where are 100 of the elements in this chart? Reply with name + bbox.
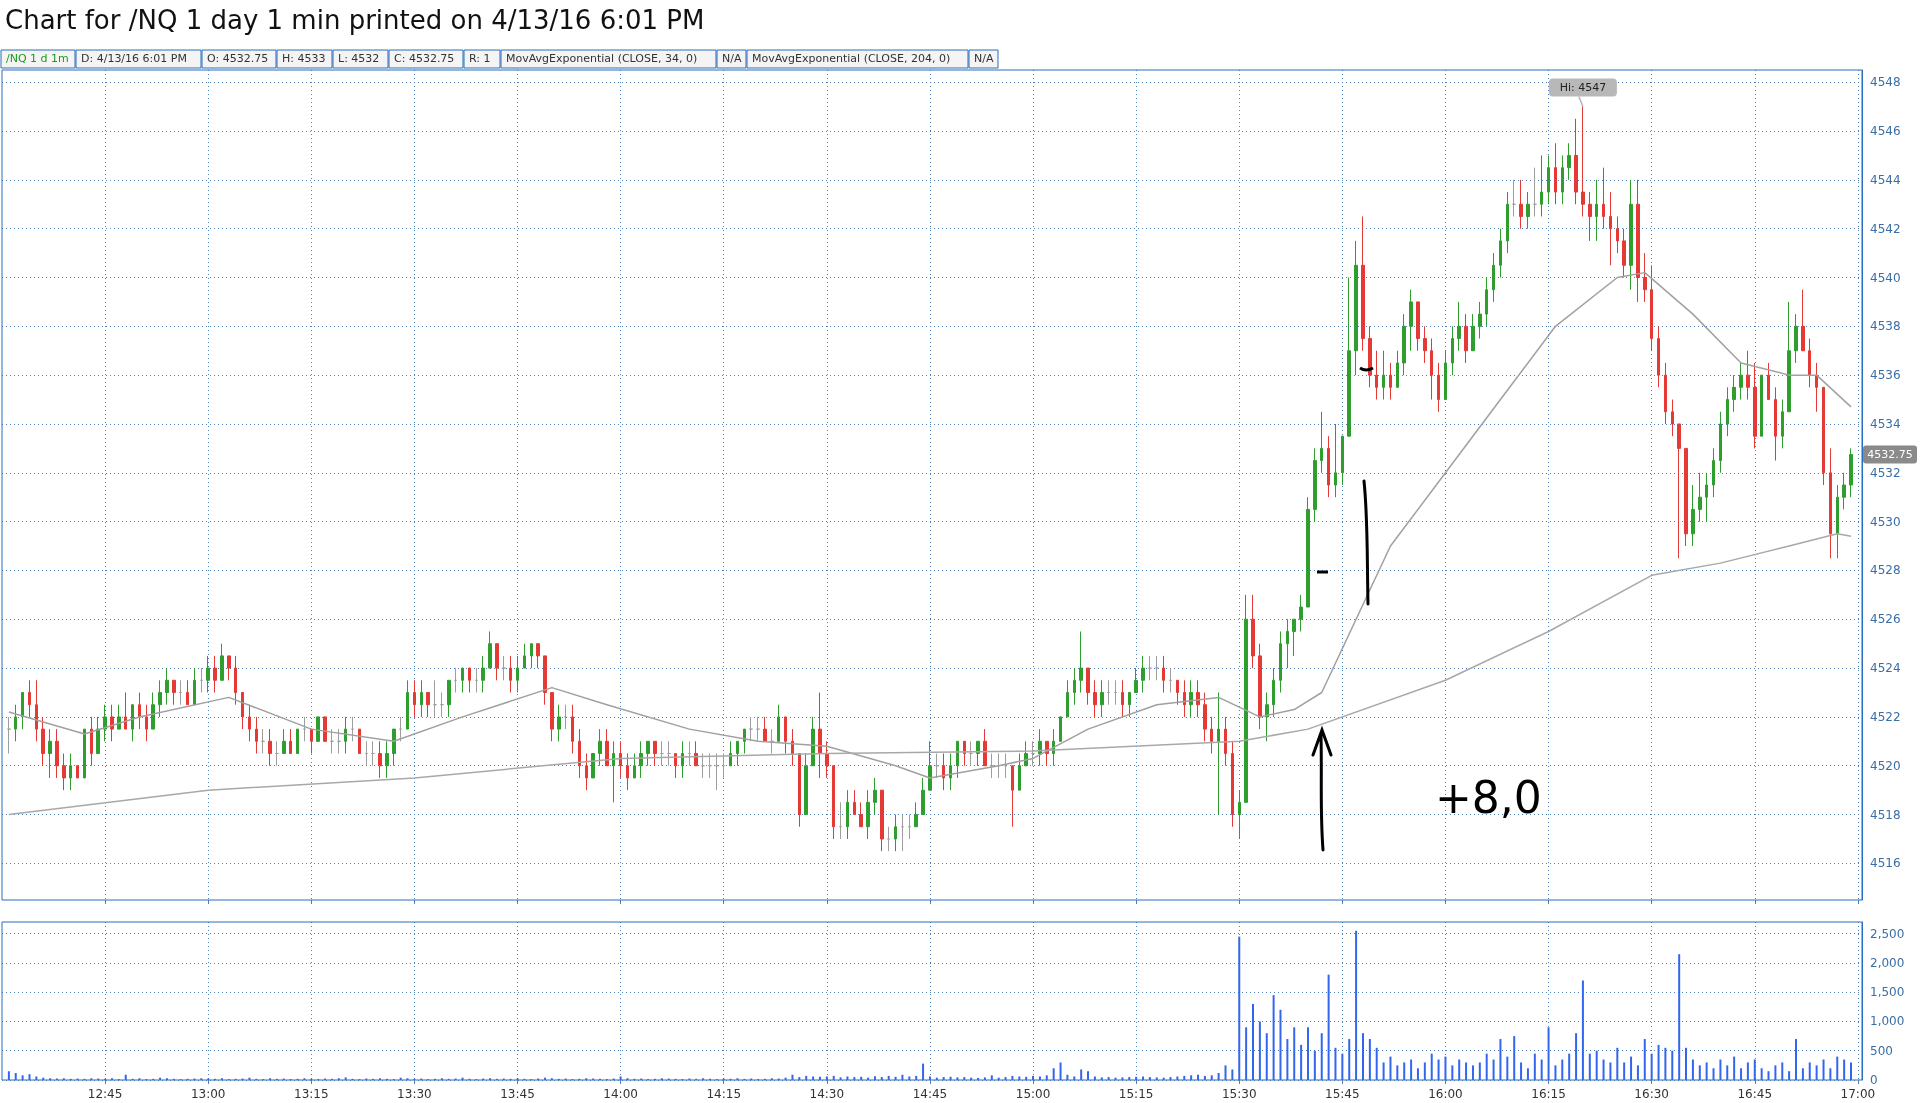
candlestick [76, 765, 79, 779]
candlestick [543, 655, 547, 706]
candlestick [956, 740, 959, 779]
bar [1073, 1076, 1076, 1080]
candlestick [1141, 655, 1145, 693]
candlestick [103, 704, 107, 742]
x-tick-label: 16:00 [1428, 1087, 1463, 1101]
bar [344, 1077, 347, 1080]
bar [1849, 1062, 1852, 1080]
candlestick [591, 753, 595, 779]
candlestick [220, 643, 224, 681]
candlestick [1134, 667, 1138, 693]
candlestick [165, 667, 169, 706]
candlestick [536, 643, 540, 669]
candlestick [942, 753, 945, 791]
bar [1760, 1068, 1763, 1080]
bar [1733, 1056, 1736, 1080]
candlestick [55, 728, 59, 779]
x-tick-label: 15:45 [1325, 1087, 1360, 1101]
y-tick-label: 4540 [1870, 270, 1901, 285]
bar [1025, 1076, 1028, 1080]
bar [1705, 1062, 1708, 1080]
bar [21, 1075, 24, 1080]
candlestick [914, 801, 918, 828]
bar [922, 1063, 925, 1080]
bar [1712, 1068, 1715, 1080]
candlestick [1540, 154, 1543, 217]
candlestick [1471, 313, 1475, 352]
candlestick [530, 643, 533, 669]
candlestick [1155, 655, 1159, 681]
candlestick [365, 740, 368, 767]
candlestick [1684, 447, 1688, 547]
x-tick-label: 15:00 [1015, 1087, 1051, 1101]
bar [1465, 1062, 1468, 1080]
bar [1286, 1039, 1289, 1080]
candlestick [722, 753, 725, 779]
bar [1458, 1059, 1461, 1080]
bar [1355, 930, 1358, 1080]
bar [1602, 1059, 1605, 1080]
candlestick [21, 692, 24, 730]
candlestick [1368, 325, 1372, 388]
bar [1588, 1053, 1591, 1080]
candlestick [433, 679, 437, 718]
candlestick [1038, 728, 1042, 767]
y-tick-label: 4528 [1870, 563, 1901, 578]
candlestick [1512, 179, 1516, 217]
candlestick [172, 679, 176, 706]
bar [1540, 1059, 1543, 1080]
candlestick [1664, 362, 1667, 425]
candlestick [976, 740, 980, 767]
bar [1155, 1077, 1158, 1080]
bar [1671, 1050, 1674, 1080]
bar [1142, 1076, 1145, 1080]
candlestick [1148, 655, 1152, 681]
text: N/A [974, 52, 994, 65]
candlestick [495, 643, 499, 681]
candlestick [736, 740, 739, 767]
bar [1423, 1062, 1426, 1080]
candlestick [1705, 472, 1708, 523]
bar [1492, 1059, 1495, 1080]
y-tick-label: 4524 [1870, 661, 1901, 676]
candlestick [798, 753, 801, 828]
y-tick-label: 1,000 [1870, 1014, 1905, 1029]
bar [956, 1077, 959, 1080]
bar [1203, 1075, 1206, 1080]
candlestick [1712, 447, 1715, 498]
bar [1128, 1077, 1131, 1080]
bar [1052, 1068, 1055, 1080]
candlestick [550, 692, 554, 742]
text: C: 4532.75 [394, 52, 455, 65]
candlestick [1650, 264, 1653, 352]
candlestick [213, 655, 217, 693]
candlestick [633, 753, 636, 779]
candlestick [763, 716, 767, 742]
bar [1843, 1059, 1846, 1080]
candlestick [1272, 667, 1275, 718]
candlestick [96, 716, 100, 755]
bar [35, 1076, 38, 1080]
x-tick-label: 16:30 [1634, 1087, 1669, 1101]
candlestick [1457, 301, 1461, 352]
candlestick [1011, 765, 1014, 828]
text: 4532.75 [1867, 447, 1913, 461]
candlestick [921, 777, 925, 816]
candlestick [1189, 679, 1193, 718]
candlestick [1320, 411, 1323, 474]
candlestick [124, 692, 127, 730]
bar [1774, 1065, 1777, 1080]
candlestick [426, 692, 430, 718]
candlestick [131, 704, 134, 742]
candlestick [90, 716, 93, 767]
bar [1368, 1039, 1371, 1080]
candlestick [1774, 386, 1777, 462]
candlestick [1176, 679, 1179, 706]
candlestick [351, 716, 354, 742]
bar [1382, 1062, 1385, 1080]
candlestick [330, 728, 334, 755]
candlestick [186, 679, 189, 706]
candlestick [337, 728, 341, 755]
x-tick-label: 14:30 [809, 1087, 845, 1101]
y-tick-label: 500 [1870, 1043, 1893, 1058]
